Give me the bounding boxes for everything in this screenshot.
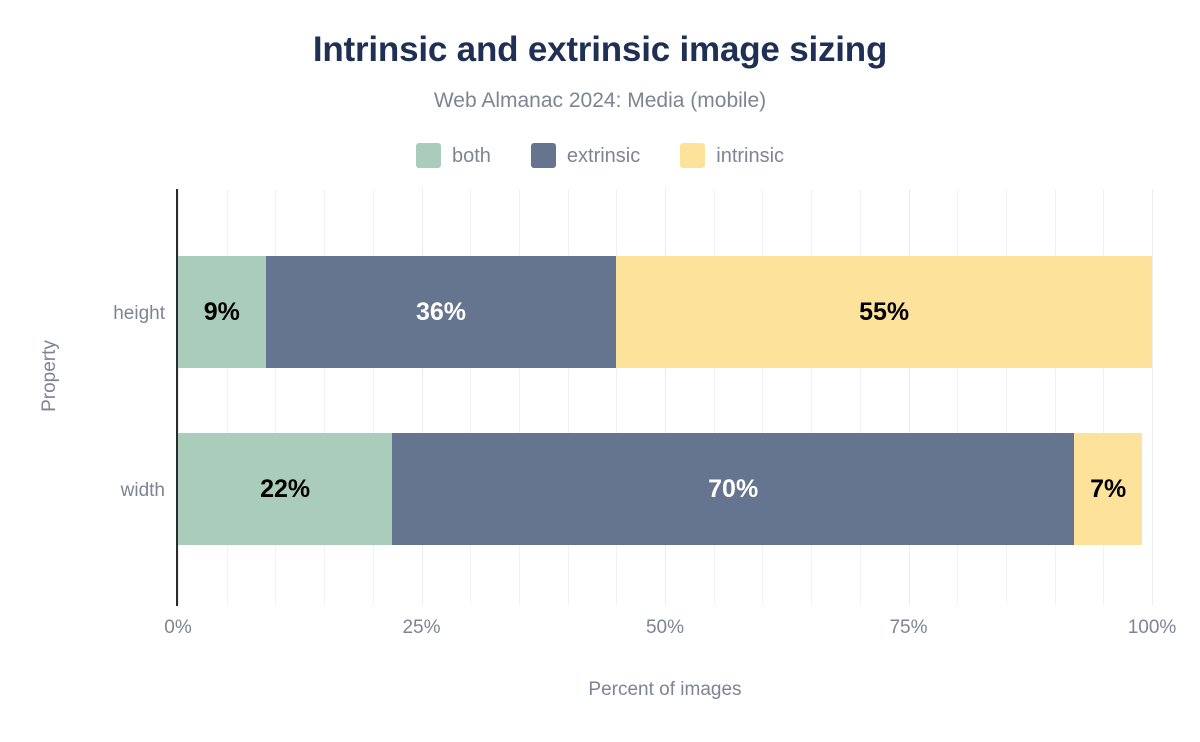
x-axis-title: Percent of images bbox=[588, 679, 742, 700]
legend-label-intrinsic: intrinsic bbox=[716, 144, 785, 167]
x-tick-label: 0% bbox=[164, 617, 192, 638]
bar-row: 22% 70% 7% bbox=[178, 433, 1152, 545]
bar-segment-extrinsic-height[interactable]: 36% bbox=[265, 256, 617, 368]
bar-segment-intrinsic-height[interactable]: 55% bbox=[616, 256, 1152, 368]
plot-area: 9% 36% 55% 22% 70% 7% bbox=[178, 189, 1153, 605]
legend-item-extrinsic[interactable]: extrinsic bbox=[530, 143, 641, 168]
chart-title: Intrinsic and extrinsic image sizing bbox=[312, 30, 888, 69]
legend-item-both[interactable]: both bbox=[415, 143, 491, 168]
chart-legend: both extrinsic intrinsic bbox=[0, 143, 1200, 168]
bar-segment-extrinsic-width[interactable]: 70% bbox=[392, 433, 1075, 545]
bar-value-label: 36% bbox=[415, 297, 466, 326]
bar-segment-both-height[interactable]: 9% bbox=[178, 256, 266, 368]
chart-subtitle: Web Almanac 2024: Media (mobile) bbox=[433, 89, 767, 112]
bar-value-label: 70% bbox=[708, 474, 759, 503]
bar-value-label: 55% bbox=[859, 297, 910, 326]
gridline bbox=[1152, 189, 1153, 605]
y-tick-label-height: height bbox=[113, 303, 165, 324]
bar-value-label: 22% bbox=[260, 474, 311, 503]
y-axis-line bbox=[176, 189, 178, 606]
legend-item-intrinsic[interactable]: intrinsic bbox=[680, 143, 784, 168]
legend-label-extrinsic: extrinsic bbox=[566, 144, 641, 167]
bar-segment-both-width[interactable]: 22% bbox=[178, 433, 393, 545]
y-axis-title: Property bbox=[39, 340, 60, 412]
bar-segment-intrinsic-width[interactable]: 7% bbox=[1074, 433, 1143, 545]
legend-swatch-extrinsic bbox=[530, 143, 556, 168]
legend-label-both: both bbox=[451, 144, 491, 167]
bar-value-label: 9% bbox=[203, 297, 240, 326]
x-tick-label: 25% bbox=[402, 617, 441, 638]
y-tick-label-width: width bbox=[120, 480, 165, 501]
x-tick-label: 75% bbox=[889, 617, 928, 638]
bar-value-label: 7% bbox=[1090, 474, 1127, 503]
x-tick-label: 50% bbox=[645, 617, 685, 638]
legend-swatch-intrinsic bbox=[680, 143, 706, 168]
bar-row: 9% 36% 55% bbox=[178, 256, 1152, 368]
legend-swatch-both bbox=[415, 143, 441, 168]
x-tick-label: 100% bbox=[1127, 617, 1177, 638]
